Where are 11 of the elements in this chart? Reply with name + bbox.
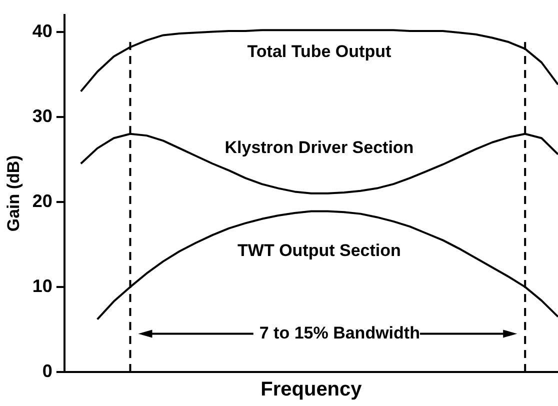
y-tick-label: 10 [32, 276, 52, 296]
series-label: TWT Output Section [238, 240, 401, 260]
y-tick-label: 20 [32, 190, 52, 211]
series-label: Total Tube Output [247, 42, 392, 61]
y-axis-title: Gain (dB) [4, 155, 23, 232]
y-tick-label: 0 [42, 360, 52, 381]
y-tick-label: 40 [32, 20, 52, 41]
y-tick-label: 30 [32, 106, 52, 126]
x-axis-title: Frequency [260, 378, 363, 401]
annotation: 7 to 15% Bandwidth [259, 323, 420, 342]
series-label: Klystron Driver Section [224, 138, 414, 158]
